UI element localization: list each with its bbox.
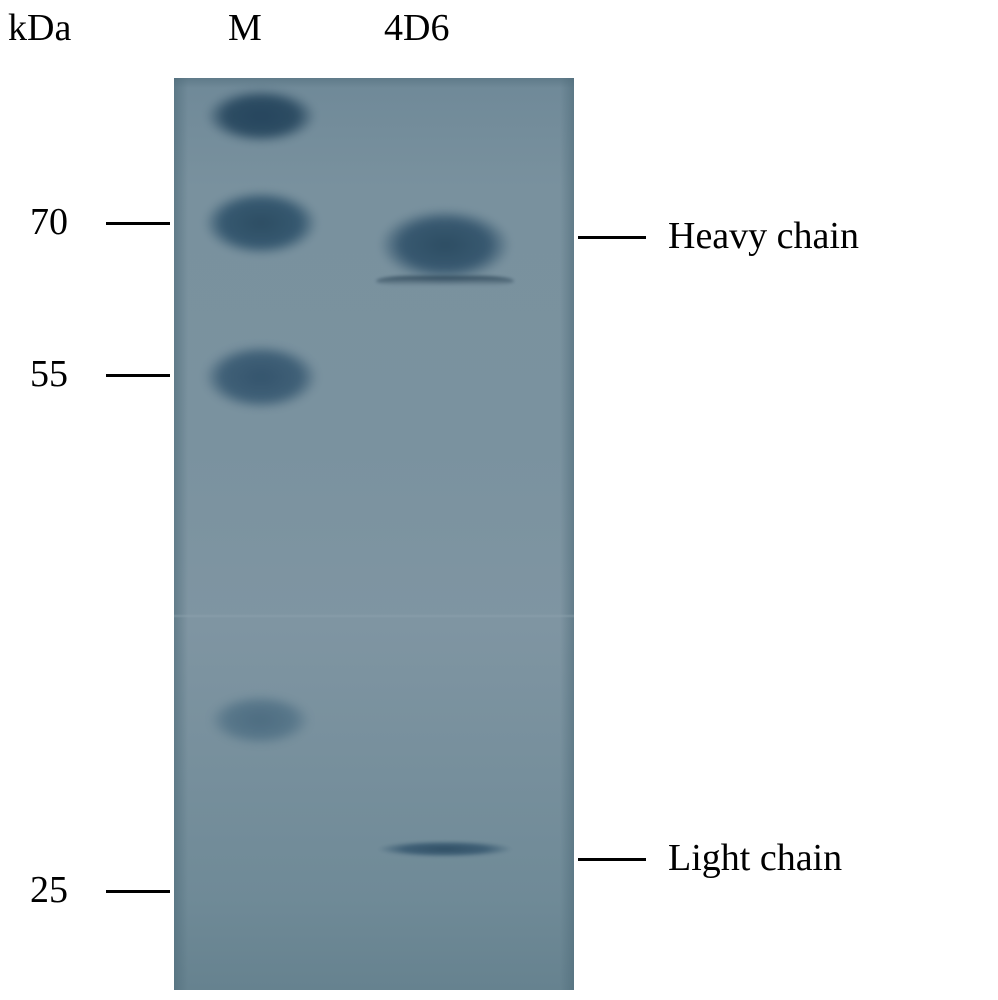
marker-band-55	[196, 340, 326, 414]
gel-edge-right	[560, 78, 574, 990]
mw-tick-25	[106, 890, 170, 893]
annotation-light-chain: Light chain	[668, 836, 842, 880]
marker-band-faint	[200, 690, 320, 750]
mw-label-70: 70	[30, 200, 68, 244]
annotation-line-light-chain	[578, 858, 646, 861]
mw-label-55: 55	[30, 352, 68, 396]
gel-image	[174, 78, 574, 990]
sample-band-light-chain	[370, 840, 520, 858]
sample-band-heavy-chain-edge	[376, 276, 514, 286]
mw-tick-55	[106, 374, 170, 377]
sample-band-heavy-chain	[370, 204, 520, 286]
mw-label-25: 25	[30, 868, 68, 912]
mw-tick-70	[106, 222, 170, 225]
marker-band-25	[196, 858, 326, 928]
annotation-line-heavy-chain	[578, 236, 646, 239]
marker-band-top	[196, 84, 326, 148]
axis-unit-label: kDa	[8, 6, 71, 50]
lane-header-sample: 4D6	[384, 6, 449, 50]
lane-header-marker: M	[228, 6, 262, 50]
gel-edge-left	[174, 78, 188, 990]
annotation-heavy-chain: Heavy chain	[668, 214, 859, 258]
marker-band-70	[196, 186, 326, 260]
gel-crease	[174, 614, 574, 618]
